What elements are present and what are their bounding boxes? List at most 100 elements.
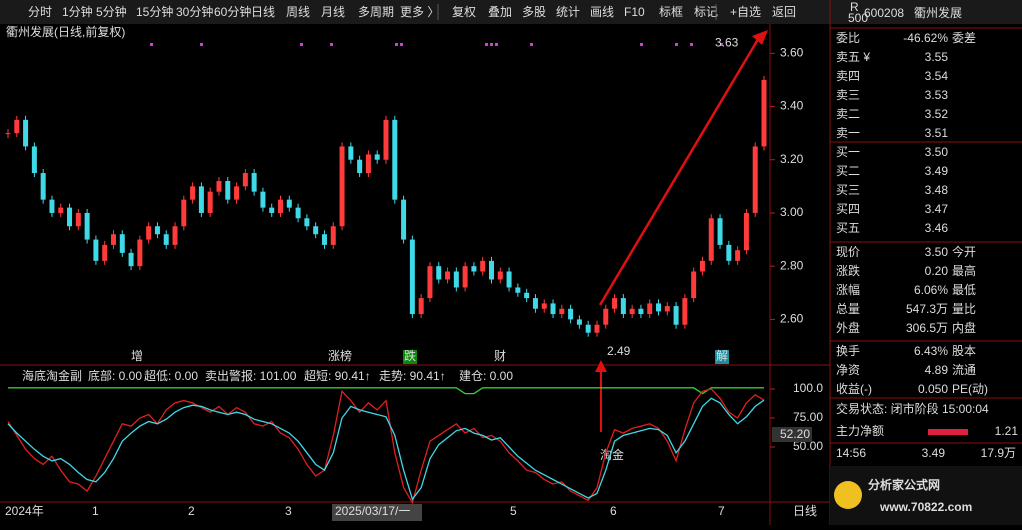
toolbar-button[interactable]: 60分钟 [214,4,251,19]
quote-label: 卖四 [836,69,860,83]
toolbar-button[interactable]: 1分钟 [62,4,93,19]
quote-extra: 委差 [952,31,976,45]
candle [629,308,635,315]
candle [75,212,81,227]
quote-label: 净资 [836,363,860,377]
toolbar-button[interactable]: 标记 [694,5,718,19]
candle [436,266,442,280]
candle [752,146,758,213]
quote-label: 买三 [836,183,860,197]
candle [295,207,301,219]
candle [198,186,204,213]
quote-label: 卖三 [836,88,860,102]
toolbar-button[interactable]: 统计 [556,5,580,19]
candle [181,199,187,227]
quote-extra: PE(动) [952,382,988,396]
candle [585,324,591,333]
candle [93,239,99,261]
toolbar-button[interactable]: 周线 [286,5,310,19]
indicator-legend: 超低: 0.00 [144,368,198,383]
candle [453,271,459,288]
quote-label: 买五 [836,221,860,235]
cursor-date-bg [332,504,422,521]
quote-label: 收益(-) [836,382,872,396]
candle [559,308,565,315]
candle [656,303,662,312]
candle [31,146,37,174]
y-tick-label: 100.0 [793,381,823,395]
quote-value: 3.51 [925,126,949,140]
candle [67,207,73,227]
toolbar-button[interactable]: 月线 [321,5,345,19]
candle [348,146,354,160]
candle [488,260,494,280]
toolbar-button[interactable]: 复权 [452,5,476,19]
quote-label: 卖五 ¥ [836,50,870,64]
badge: R [850,0,859,14]
toolbar-button[interactable]: 返回 [772,5,796,19]
candle [84,212,90,240]
candle [708,218,714,261]
candle [480,260,486,272]
quote-label: 买四 [836,202,860,216]
y-tick-label: 3.60 [780,45,804,59]
quote-extra: 量比 [952,302,976,316]
candle [620,298,626,315]
toolbar-button[interactable]: 叠加 [488,5,512,19]
event-label: 财 [494,349,506,363]
chart-title: 衢州发展(日线,前复权) [6,24,125,39]
indicator-name: 海底淘金副 [22,368,82,383]
quote-value: 4.89 [925,363,949,377]
toolbar-button[interactable]: 30分钟 [176,4,213,19]
quote-label: 委比 [836,31,860,45]
indicator-line [7,397,765,501]
candle [576,319,582,325]
toolbar-button[interactable]: 5分钟 [96,4,127,19]
candle [691,271,697,299]
candle [5,133,11,135]
event-label: 增 [131,349,143,363]
candle [418,298,424,315]
y-tick-label: 75.00 [793,410,823,424]
candle [594,324,600,333]
x-tick-label: 日线 [793,504,817,518]
toolbar-button[interactable]: +自选 [730,5,761,19]
candle [225,181,231,200]
candle [761,79,767,147]
quote-label: 外盘 [836,320,860,335]
tick-row: 14:56 [836,446,866,460]
top-dot [330,43,333,46]
top-dot [495,43,498,46]
indicator-legend: 底部: 0.00 [88,368,142,383]
quote-label: 现价 [836,245,860,259]
toolbar-button[interactable]: F10 [624,5,645,19]
x-tick-label: 2024年 [5,504,44,518]
quote-extra: 股本 [952,344,976,358]
logo-url: www.70822.com [879,500,972,514]
quote-extra: 最高 [952,263,976,278]
candle [409,239,415,315]
candle [743,212,749,251]
candle [269,207,275,213]
logo-bg [830,466,1022,525]
toolbar-button[interactable]: 15分钟 [136,4,173,19]
quote-value: 0.20 [925,264,949,278]
top-dot [150,43,153,46]
toolbar-button[interactable]: 更多 〉 [400,5,439,19]
indicator-line [8,387,764,395]
quote-value: 6.06% [914,283,948,297]
toolbar-button[interactable]: 多股 [522,5,546,19]
candle [339,146,345,227]
quote-extra: 最低 [952,283,976,297]
quote-value: 306.5万 [906,321,948,335]
toolbar-button[interactable]: 画线 [590,5,614,19]
tick-row: 17.9万 [981,446,1016,460]
toolbar-button[interactable]: 标框 [659,5,683,19]
candle [58,207,64,213]
toolbar-button[interactable]: 日线 [251,5,275,19]
toolbar-button[interactable]: 多周期 [358,5,394,19]
toolbar-button[interactable]: 分时 [28,5,52,19]
y-tick-label: 3.40 [780,99,804,113]
candle [128,252,134,267]
quote-label: 卖一 [836,126,860,140]
